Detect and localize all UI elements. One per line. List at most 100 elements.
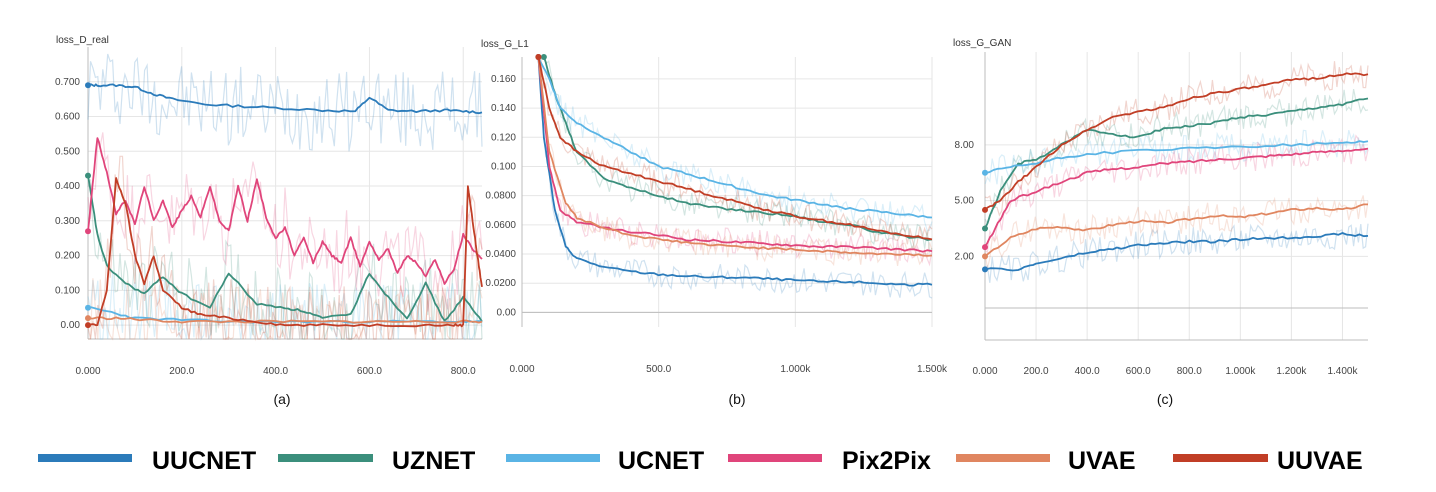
chart-caption: (b) bbox=[728, 391, 745, 407]
x-tick-label: 0.000 bbox=[972, 366, 997, 377]
series-line-uvae bbox=[87, 316, 483, 324]
x-tick-label: 800.0 bbox=[1177, 366, 1202, 377]
series-line-uuvae bbox=[537, 56, 933, 241]
x-tick-label: 1.000k bbox=[1225, 366, 1256, 377]
series-start-marker-uuvae bbox=[535, 54, 542, 60]
legend-label: UUCNET bbox=[152, 447, 256, 475]
series-noise-pix2pix bbox=[984, 134, 1369, 254]
legend-label: UCNET bbox=[618, 447, 704, 475]
y-tick-label: 0.200 bbox=[55, 251, 80, 262]
series-start-marker-uucnet bbox=[85, 82, 91, 89]
x-tick-label: 0.000 bbox=[75, 366, 100, 377]
x-tick-label: 0.000 bbox=[509, 364, 534, 375]
legend-label: UVAE bbox=[1068, 447, 1136, 475]
series-noise-uznet bbox=[87, 179, 483, 340]
series-start-marker-uznet bbox=[982, 225, 988, 232]
x-tick-label: 500.0 bbox=[646, 364, 671, 375]
x-tick-label: 400.0 bbox=[263, 366, 288, 377]
y-tick-label: 0.0600 bbox=[485, 220, 516, 231]
series-line-uvae bbox=[984, 203, 1368, 258]
y-tick-label: 0.0200 bbox=[485, 278, 516, 289]
legend-item-uuvae: UUVAE bbox=[1173, 447, 1363, 475]
series-start-marker-pix2pix bbox=[85, 228, 91, 235]
series-noise-uucnet bbox=[984, 223, 1369, 283]
legend: UUCNET UZNET UCNET Pix2Pix UVAE UUVAE bbox=[38, 447, 1363, 475]
series-line-uuvae bbox=[984, 72, 1369, 211]
series-line-uznet bbox=[984, 97, 1369, 229]
chart-panel-2: 0.00 0.0200 0.0400 0.0600 0.0800 0.100 0.120 0.… bbox=[481, 39, 948, 407]
legend-item-ucnet: UCNET bbox=[506, 447, 704, 475]
legend-swatch bbox=[506, 454, 600, 462]
series-start-marker-uvae bbox=[85, 315, 91, 322]
y-tick-label: 0.700 bbox=[55, 77, 80, 88]
series-start-marker-uucnet bbox=[982, 266, 988, 273]
y-tick-label: 0.500 bbox=[55, 146, 80, 157]
series-line-uvae bbox=[537, 56, 933, 257]
series-line-ucnet bbox=[537, 56, 933, 219]
chart-title: loss_G_L1 bbox=[481, 39, 529, 50]
legend-item-pix2pix: Pix2Pix bbox=[728, 447, 931, 475]
legend-swatch bbox=[956, 454, 1050, 462]
x-tick-label: 1.500k bbox=[917, 364, 948, 375]
series-noise-pix2pix bbox=[87, 132, 483, 312]
y-tick-label: 0.400 bbox=[55, 181, 80, 192]
y-tick-label: 8.00 bbox=[955, 140, 975, 151]
series-start-marker-ucnet bbox=[982, 169, 988, 176]
legend-swatch bbox=[278, 454, 373, 462]
series-noise-uznet bbox=[543, 56, 933, 254]
series-noise-pix2pix bbox=[537, 66, 933, 267]
y-tick-label: 5.00 bbox=[955, 196, 975, 207]
series-line-pix2pix bbox=[984, 147, 1369, 248]
y-tick-label: 0.160 bbox=[491, 74, 516, 85]
y-tick-label: 0.300 bbox=[55, 216, 80, 227]
series-line-uuvae bbox=[87, 177, 483, 328]
legend-item-uznet: UZNET bbox=[278, 447, 475, 475]
x-tick-label: 200.0 bbox=[1024, 366, 1049, 377]
series-noise-uucnet bbox=[537, 61, 933, 299]
y-tick-label: 2.00 bbox=[955, 251, 975, 262]
x-tick-label: 400.0 bbox=[1075, 366, 1100, 377]
series-start-marker-uuvae bbox=[85, 322, 91, 329]
series-start-marker-uuvae bbox=[982, 206, 988, 213]
chart-caption: (a) bbox=[273, 391, 290, 407]
series-noise-uvae bbox=[984, 195, 1369, 269]
y-tick-label: 0.00 bbox=[61, 320, 81, 331]
y-tick-label: 0.600 bbox=[55, 112, 80, 123]
x-tick-label: 600.0 bbox=[357, 366, 382, 377]
series-start-marker-uznet bbox=[540, 54, 547, 60]
legend-label: UUVAE bbox=[1277, 447, 1363, 475]
legend-item-uvae: UVAE bbox=[956, 447, 1136, 475]
chart-caption: (c) bbox=[1157, 391, 1173, 407]
chart-title: loss_D_real bbox=[56, 35, 109, 46]
series-noise-ucnet bbox=[87, 273, 483, 341]
legend-label: UZNET bbox=[392, 447, 475, 475]
y-tick-label: 0.120 bbox=[491, 132, 516, 143]
series-line-pix2pix bbox=[87, 137, 483, 285]
series-line-uucnet bbox=[984, 232, 1369, 272]
x-tick-label: 1.000k bbox=[780, 364, 811, 375]
series-line-uucnet bbox=[87, 83, 483, 115]
x-tick-label: 1.400k bbox=[1327, 366, 1358, 377]
x-tick-label: 600.0 bbox=[1126, 366, 1151, 377]
series-line-uznet bbox=[87, 175, 483, 323]
x-tick-label: 800.0 bbox=[451, 366, 476, 377]
series-line-ucnet bbox=[87, 306, 483, 324]
series-line-ucnet bbox=[984, 140, 1369, 174]
y-tick-label: 0.140 bbox=[491, 103, 516, 114]
series-noise-uuvae bbox=[87, 155, 483, 341]
legend-swatch bbox=[38, 454, 132, 462]
series-start-marker-uvae bbox=[982, 253, 988, 260]
series-start-marker-ucnet bbox=[85, 304, 91, 311]
chart-title: loss_G_GAN bbox=[953, 38, 1011, 49]
series-start-marker-uznet bbox=[85, 172, 91, 179]
series-noise-uuvae bbox=[984, 61, 1369, 217]
y-tick-label: 0.100 bbox=[491, 161, 516, 172]
legend-label: Pix2Pix bbox=[842, 447, 931, 475]
series-line-uucnet bbox=[537, 56, 933, 287]
series-line-pix2pix bbox=[537, 56, 933, 253]
chart-panel-3: 2.00 5.00 8.00 0.000 200.0 400.0 600.0 800.0 1.0… bbox=[953, 38, 1369, 407]
series-noise-uucnet bbox=[87, 53, 483, 152]
legend-swatch bbox=[728, 454, 822, 462]
y-tick-label: 0.0800 bbox=[485, 191, 516, 202]
